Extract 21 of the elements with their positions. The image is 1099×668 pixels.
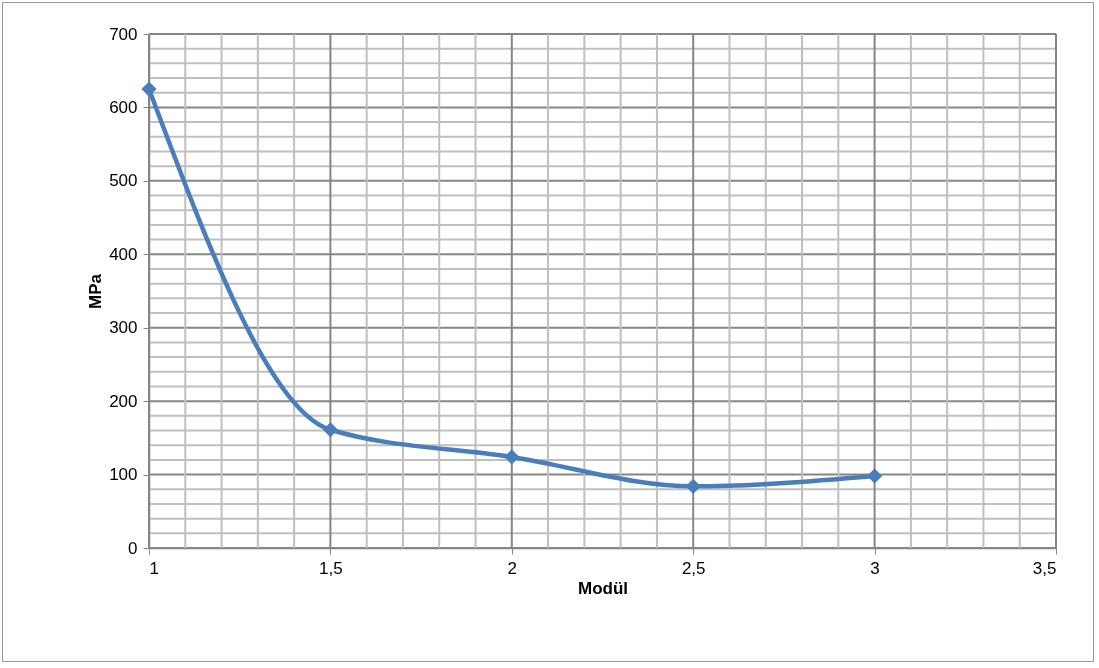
- y-tick-label: 700: [109, 24, 138, 44]
- x-tick-label: 1,5: [319, 558, 343, 578]
- y-tick-label: 200: [109, 391, 138, 411]
- y-tick-label: 600: [109, 97, 138, 117]
- point: [685, 478, 701, 494]
- y-tick-label: 400: [109, 244, 138, 264]
- x-tick-label: 1: [149, 558, 159, 578]
- y-tick-label: 500: [109, 171, 138, 191]
- point: [322, 422, 338, 438]
- x-tick-label: 3: [870, 558, 880, 578]
- y-tick-label: 100: [109, 465, 138, 485]
- point: [141, 81, 157, 97]
- point: [867, 468, 883, 484]
- y-tick-label: 300: [109, 318, 138, 338]
- x-tick-label: 2,5: [681, 558, 706, 578]
- x-tick-label: 3,5: [1032, 558, 1057, 578]
- y-tick-label: 0: [128, 538, 138, 558]
- y-axis-title: MPa: [86, 273, 106, 309]
- x-axis-title: Modül: [577, 578, 629, 598]
- point: [504, 449, 520, 465]
- x-tick-label: 2: [507, 558, 518, 578]
